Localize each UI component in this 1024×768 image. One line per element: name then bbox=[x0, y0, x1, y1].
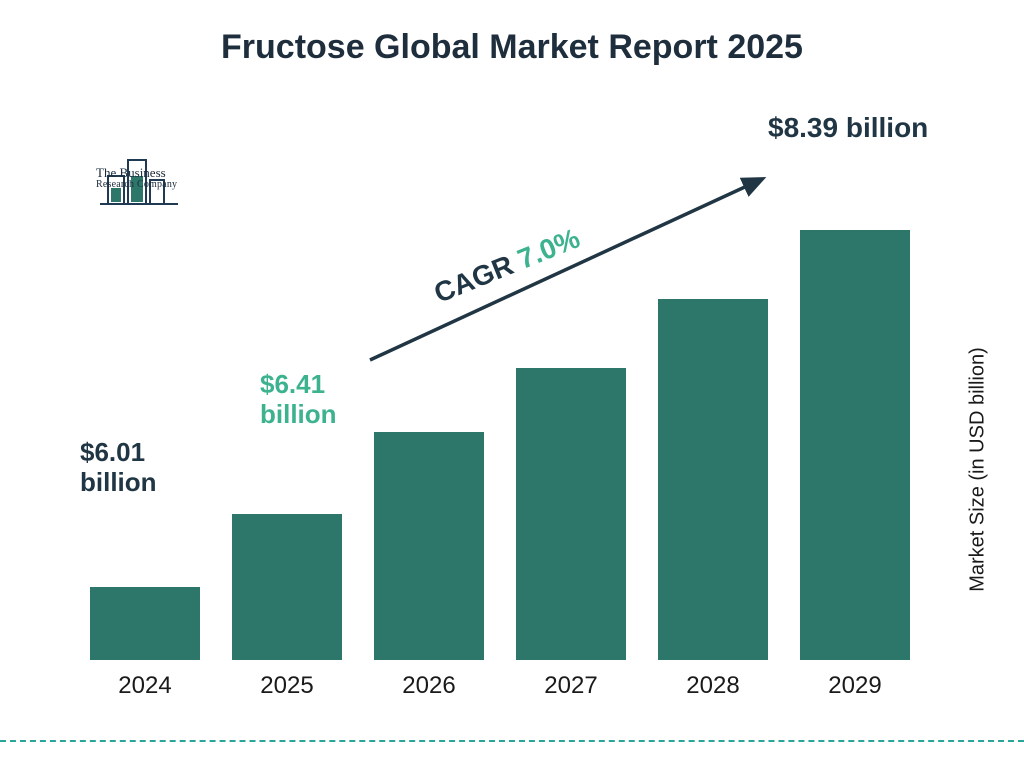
y-axis-label: Market Size (in USD billion) bbox=[967, 340, 990, 600]
value-label-2029: $8.39 billion bbox=[768, 112, 928, 144]
value-label-2024-amount: $6.01 bbox=[80, 438, 157, 468]
value-label-2025-amount: $6.41 bbox=[260, 370, 337, 400]
divider-dashed bbox=[0, 740, 1024, 742]
value-label-2025-unit: billion bbox=[260, 400, 337, 430]
value-label-2025: $6.41 billion bbox=[260, 370, 337, 430]
page-root: { "title": { "text": "Fructose Global Ma… bbox=[0, 0, 1024, 768]
value-label-2024: $6.01 billion bbox=[80, 438, 157, 498]
value-label-2024-unit: billion bbox=[80, 468, 157, 498]
